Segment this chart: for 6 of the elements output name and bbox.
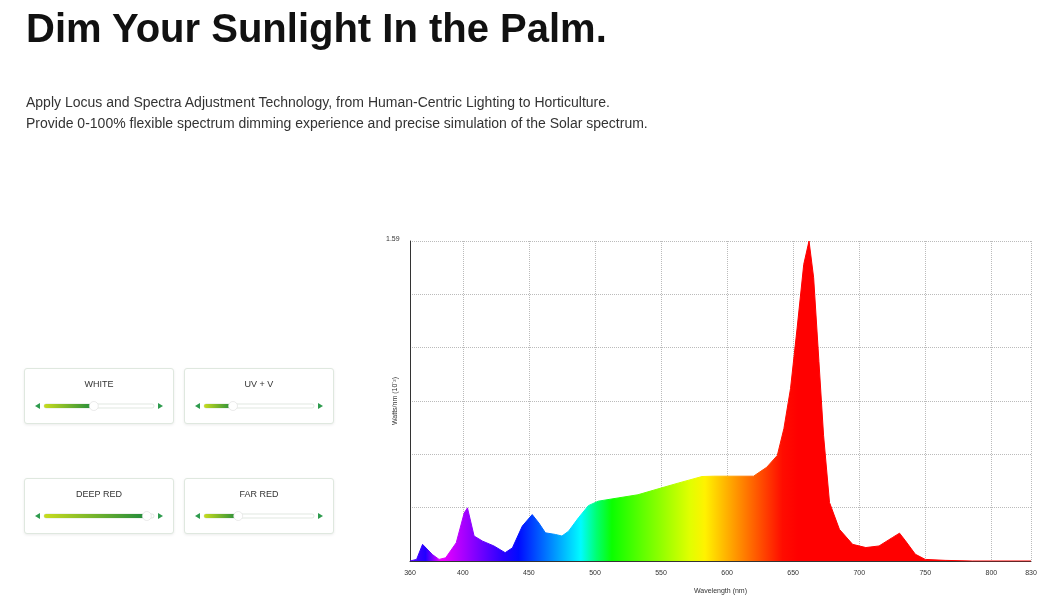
chart-subtitle: Apply Locus and Spectra Adjustment Technology, from Human-Centric Lighting to Horticulture. Provide 0-100% flexible spectrum dimming experience and precise simulation of the Solar spectrum. xyxy=(26,93,648,133)
text: WHITE xyxy=(83,379,115,389)
chart-title: Dim Your Sunlight In the Palm. xyxy=(26,6,607,51)
text: FAR RED xyxy=(238,489,280,499)
text: DEEP RED xyxy=(75,489,123,499)
text: UV + V xyxy=(243,379,275,389)
